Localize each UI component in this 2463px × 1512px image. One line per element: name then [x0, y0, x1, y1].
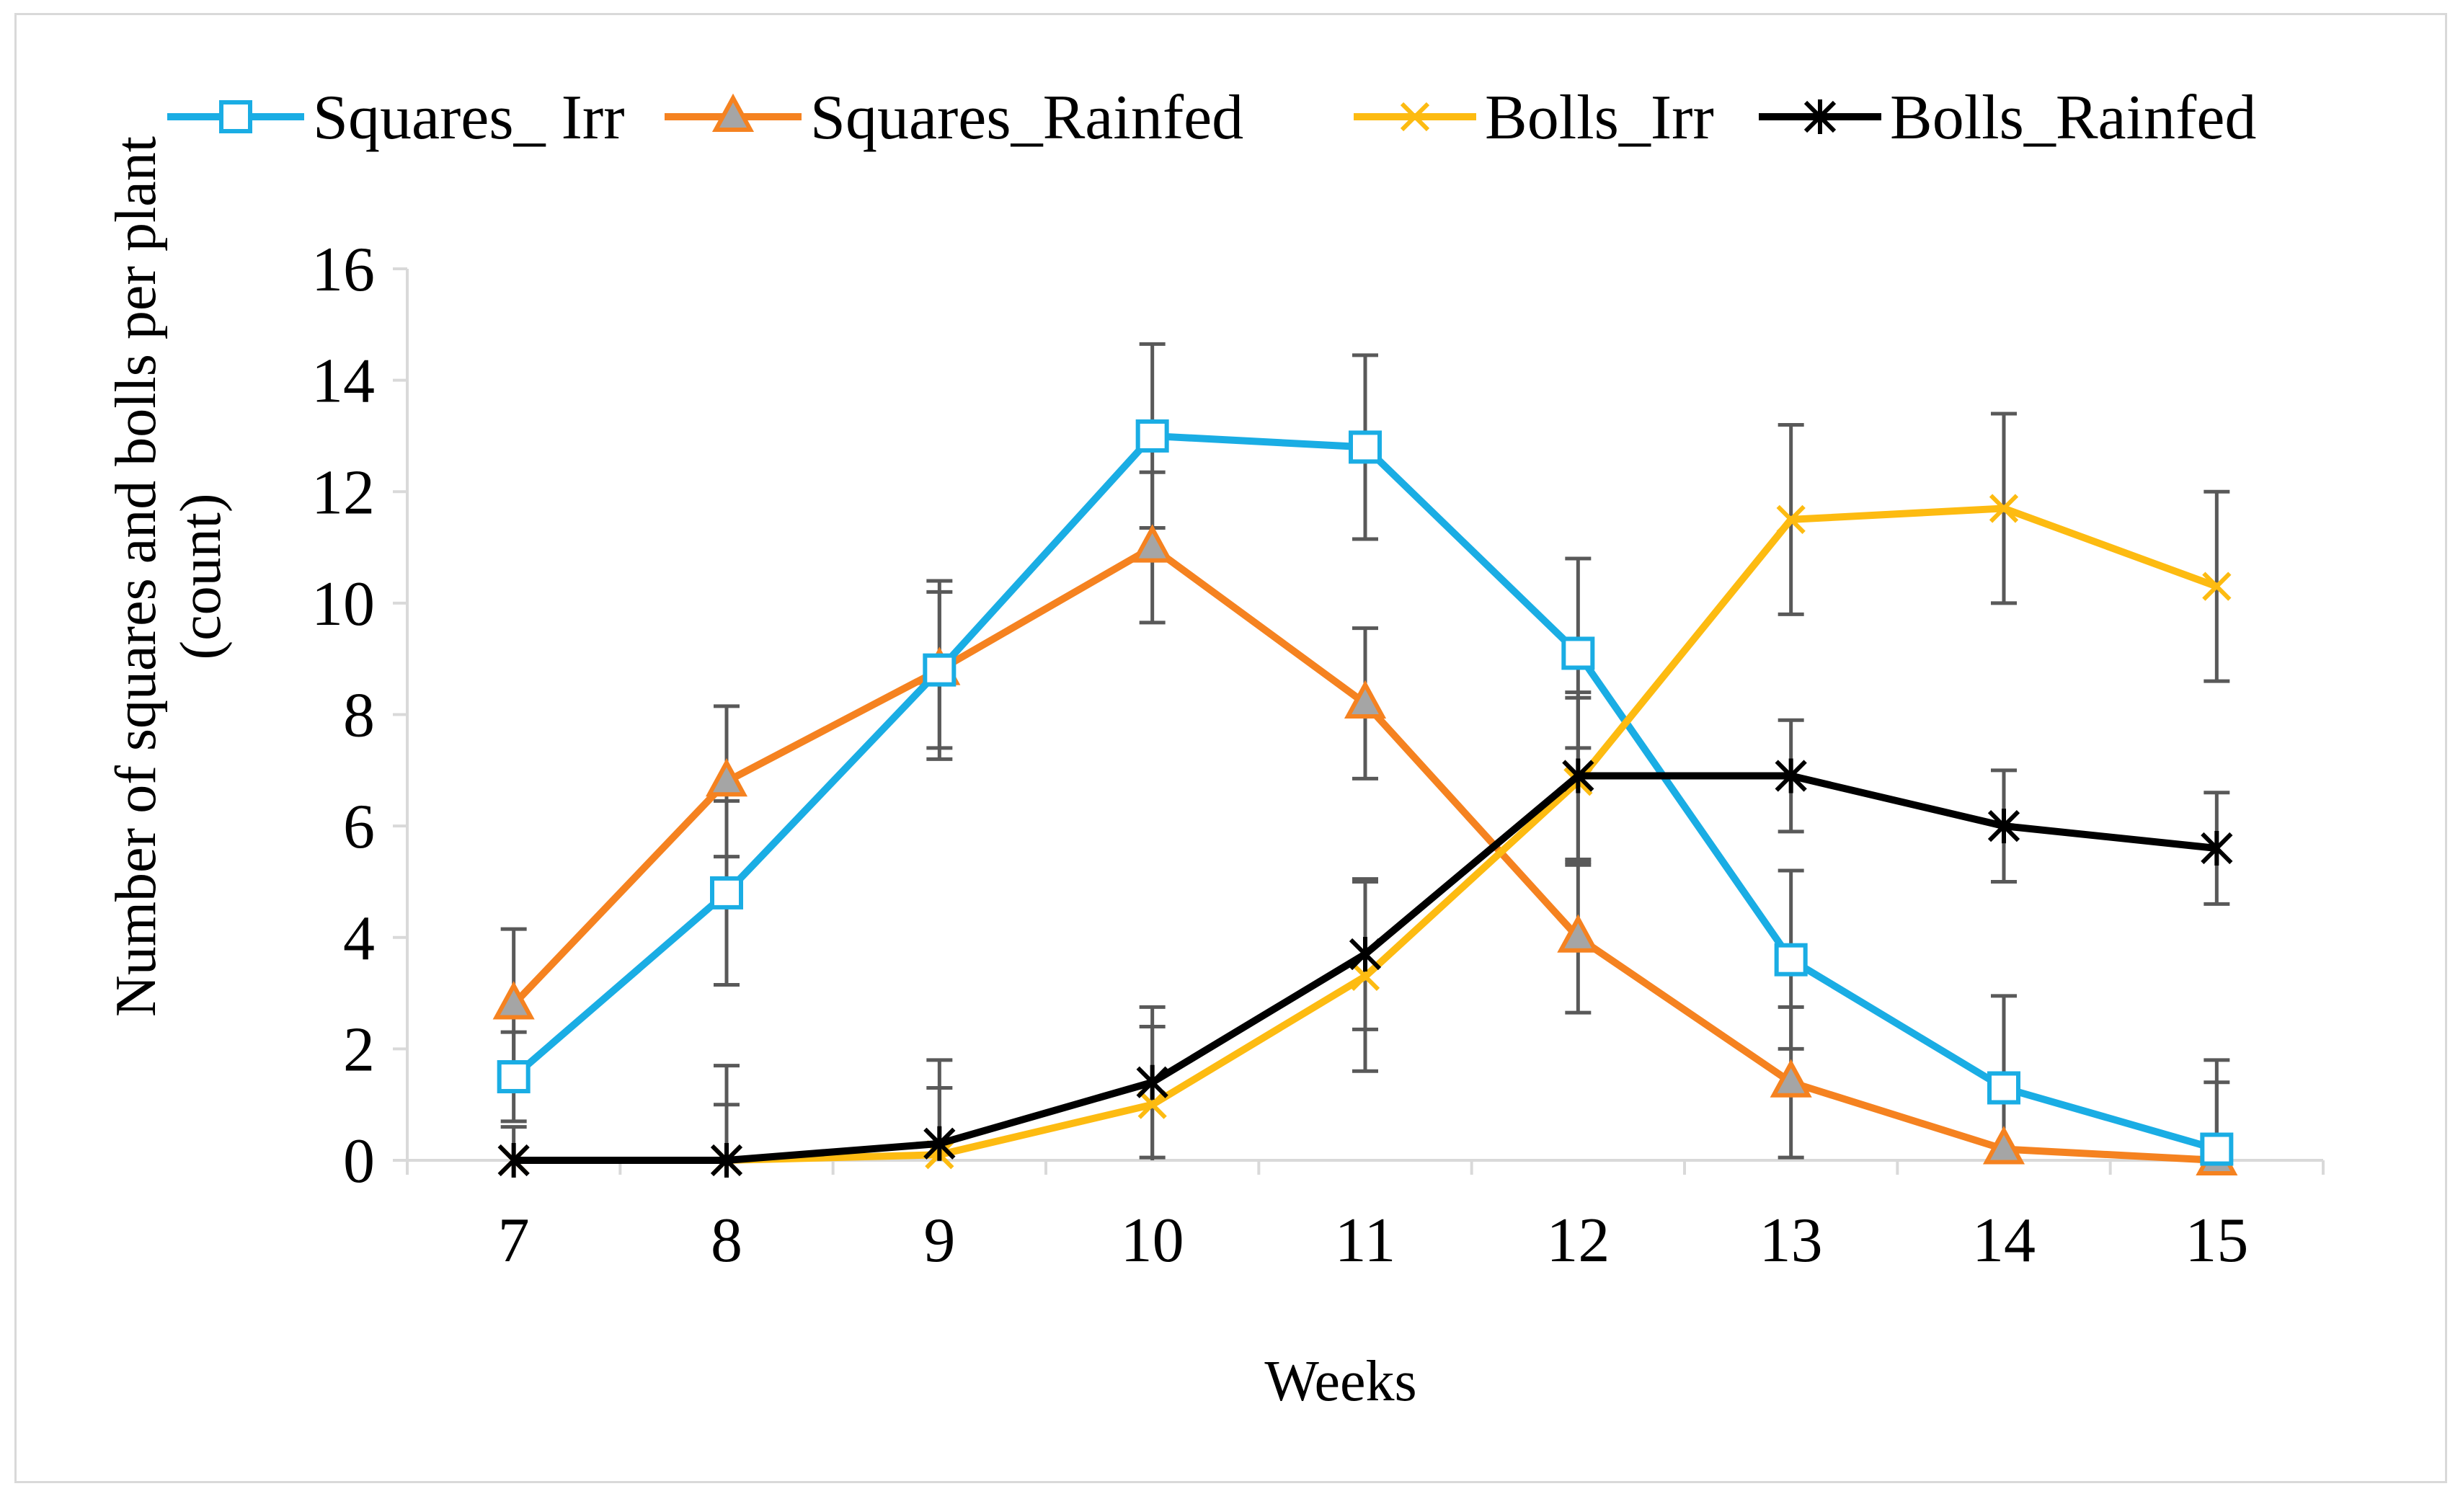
series-lines: [492, 419, 2238, 1178]
legend-label: Squares_ Irr: [313, 83, 625, 153]
series-squares-rainfed: [492, 524, 2238, 1175]
data-point: [1987, 1071, 2020, 1105]
data-point: [1344, 680, 1387, 719]
data-point: [2201, 831, 2233, 866]
data-point: [710, 876, 743, 910]
data-point: [711, 93, 755, 132]
series-squares-irr: [497, 419, 2234, 1166]
y-tick-label: 4: [343, 904, 375, 974]
data-point: [1131, 524, 1173, 563]
data-point: [1982, 1126, 2025, 1165]
data-point: [497, 1143, 530, 1178]
data-point-stroke: [1989, 494, 2019, 523]
y-tick-label: 8: [343, 681, 375, 751]
data-point: [497, 1060, 531, 1094]
data-point-stroke: [1400, 102, 1430, 132]
x-tick-label: 10: [1121, 1206, 1184, 1276]
legend-label: Squares_Rainfed: [810, 83, 1243, 153]
data-point: [710, 1143, 743, 1178]
data-point: [1774, 943, 1808, 977]
data-point: [1349, 430, 1382, 464]
y-tick-label: 6: [343, 792, 375, 862]
data-point: [219, 100, 252, 133]
legend-item: Squares_Rainfed: [665, 83, 1243, 153]
y-tick-label: 12: [311, 458, 375, 528]
data-point-stroke: [1350, 961, 1380, 991]
chart-frame: [14, 13, 2447, 1483]
data-point: [492, 981, 535, 1020]
data-point: [1776, 504, 1806, 535]
error-bars: [500, 342, 2230, 1160]
legend-item: Bolls_Rainfed: [1759, 83, 2256, 153]
y-axis-title-line1: Number of squares and bolls per plant: [105, 136, 168, 1017]
legend-item: Squares_ Irr: [167, 83, 625, 153]
data-point: [1350, 961, 1380, 991]
data-point: [1349, 936, 1382, 971]
data-point: [1400, 102, 1430, 132]
data-point-stroke: [1137, 1090, 1167, 1119]
y-tick-label: 10: [311, 569, 375, 639]
axes: 0 2 4 6 8 10 12 14 16 7 8 9 10 11 12 13 14 15: [311, 235, 2325, 1276]
data-point-stroke: [1776, 504, 1806, 535]
x-tick-label: 13: [1759, 1206, 1823, 1276]
data-point: [1770, 1059, 1812, 1098]
legend: Squares_ Irr Squares_Rainfed Bolls_Irr Boll…: [167, 83, 2256, 153]
x-tick-label: 7: [498, 1206, 530, 1276]
data-point: [923, 1126, 956, 1161]
data-point: [1557, 914, 1599, 953]
data-point: [1137, 1090, 1167, 1119]
data-point: [1561, 636, 1595, 670]
data-point: [1987, 809, 2020, 844]
legend-item: Bolls_Irr: [1354, 83, 1714, 153]
y-axis-title: Number of squares and bolls per plant (c…: [105, 136, 233, 1017]
data-point: [1135, 419, 1169, 453]
data-point: [1562, 758, 1594, 793]
data-point: [1775, 758, 1807, 793]
y-tick-label: 14: [311, 347, 375, 417]
x-tick-label: 11: [1335, 1206, 1396, 1276]
x-tick-label: 12: [1546, 1206, 1610, 1276]
legend-label: Bolls_Irr: [1485, 83, 1714, 153]
y-tick-label: 16: [311, 235, 375, 305]
y-axis-title-line2: (count): [169, 493, 233, 659]
x-tick-label: 8: [711, 1206, 742, 1276]
y-tick-label: 2: [343, 1015, 375, 1085]
legend-label: Bolls_Rainfed: [1890, 83, 2256, 153]
y-tick-label: 0: [343, 1126, 375, 1196]
series-bolls-rainfed: [497, 758, 2233, 1178]
x-axis-title: Weeks: [1264, 1350, 1416, 1413]
x-tick-label: 9: [923, 1206, 955, 1276]
data-point: [2202, 572, 2232, 601]
data-point: [1136, 1064, 1168, 1100]
data-point: [2200, 1132, 2234, 1166]
x-tick-label: 15: [2185, 1206, 2248, 1276]
data-point: [1803, 99, 1837, 134]
data-point: [1989, 494, 2019, 523]
data-point: [705, 758, 748, 797]
data-point: [923, 653, 957, 687]
data-point-stroke: [2202, 572, 2232, 601]
x-tick-label: 14: [1972, 1206, 2036, 1276]
